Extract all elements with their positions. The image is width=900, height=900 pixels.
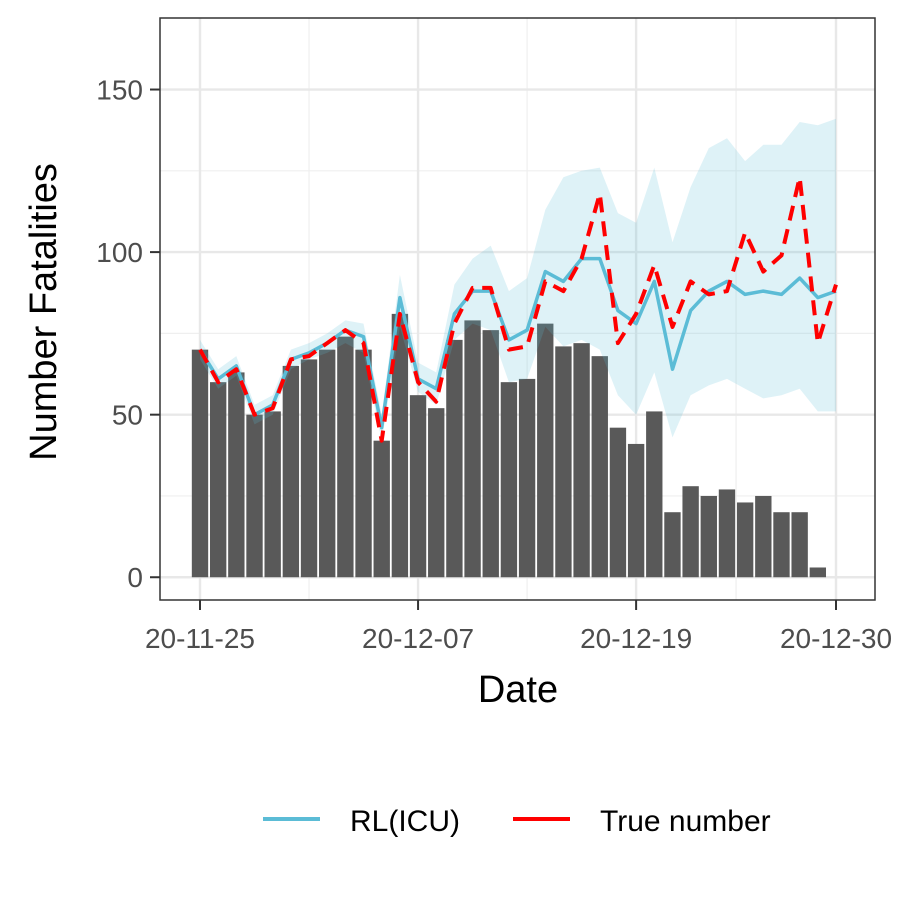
bar <box>791 512 808 578</box>
legend: RL(ICU) True number <box>263 805 771 838</box>
bar <box>591 356 608 578</box>
y-axis-title: Number Fatalities <box>23 163 65 461</box>
x-tick-label: 20-12-07 <box>362 623 474 654</box>
bar <box>191 349 209 578</box>
bar <box>464 320 481 578</box>
bars-layer <box>191 313 827 578</box>
y-tick-label: 50 <box>112 400 143 431</box>
x-axis: 20-11-25 20-12-07 20-12-19 20-12-30 <box>145 600 892 654</box>
bar <box>573 343 590 578</box>
bar <box>773 512 790 578</box>
bar <box>428 408 445 578</box>
y-axis: 0 50 100 150 <box>96 75 160 593</box>
bar <box>300 359 318 578</box>
bar <box>700 495 717 578</box>
bar <box>646 411 663 578</box>
bar <box>500 382 518 578</box>
bar <box>246 414 263 578</box>
legend-label-rl-icu: RL(ICU) <box>350 805 460 838</box>
plot-border <box>159 17 876 601</box>
bar <box>391 313 409 578</box>
bar <box>664 512 681 578</box>
bar <box>537 323 554 578</box>
y-tick-label: 150 <box>96 75 143 106</box>
bar <box>718 489 736 578</box>
bar <box>409 395 427 578</box>
y-tick-label: 100 <box>96 237 143 268</box>
bar <box>736 502 754 578</box>
bar <box>609 427 627 578</box>
bar <box>682 486 699 578</box>
x-tick-label: 20-12-30 <box>780 623 892 654</box>
bar <box>337 336 354 578</box>
x-axis-title: Date <box>478 669 558 711</box>
bar <box>518 378 536 578</box>
bar <box>627 443 645 578</box>
bar <box>282 365 300 578</box>
bar <box>209 382 227 578</box>
y-tick-label: 0 <box>127 562 143 593</box>
bar <box>319 349 336 578</box>
series-lines <box>198 175 838 443</box>
x-tick-label: 20-11-25 <box>145 623 255 654</box>
bar <box>809 567 827 578</box>
bar <box>264 411 281 578</box>
bar <box>373 440 390 578</box>
bar <box>355 349 372 578</box>
bar <box>228 372 245 578</box>
legend-label-true-number: True number <box>600 805 771 838</box>
bar <box>482 330 499 578</box>
bar <box>755 495 772 578</box>
bar <box>555 346 572 578</box>
x-tick-label: 20-12-19 <box>580 623 692 654</box>
bar <box>446 339 463 578</box>
series-line-true-number <box>198 175 838 443</box>
